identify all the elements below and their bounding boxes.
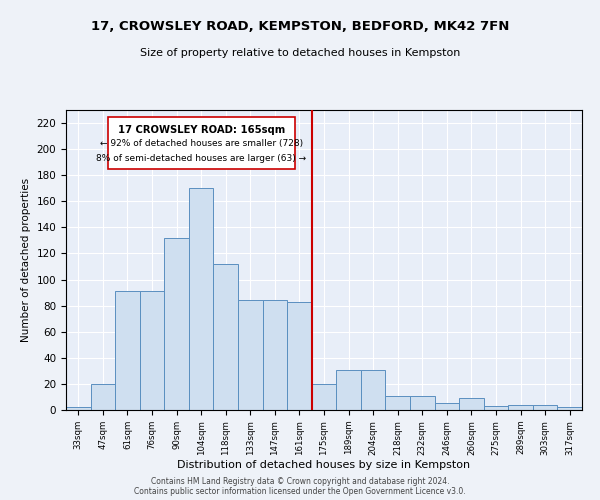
X-axis label: Distribution of detached houses by size in Kempston: Distribution of detached houses by size … [178,460,470,470]
Bar [108,116,295,168]
Bar [214,264,238,410]
Text: 17, CROWSLEY ROAD, KEMPSTON, BEDFORD, MK42 7FN: 17, CROWSLEY ROAD, KEMPSTON, BEDFORD, MK… [91,20,509,33]
Bar [238,300,263,410]
Bar [140,292,164,410]
Bar [508,405,533,410]
Bar [434,404,459,410]
Bar [189,188,214,410]
Text: ← 92% of detached houses are smaller (728): ← 92% of detached houses are smaller (72… [100,140,303,148]
Bar [287,302,312,410]
Bar [459,398,484,410]
Bar [484,406,508,410]
Text: Size of property relative to detached houses in Kempston: Size of property relative to detached ho… [140,48,460,58]
Text: 8% of semi-detached houses are larger (63) →: 8% of semi-detached houses are larger (6… [96,154,306,163]
Bar [361,370,385,410]
Bar [164,238,189,410]
Bar [263,300,287,410]
Text: Contains HM Land Registry data © Crown copyright and database right 2024.: Contains HM Land Registry data © Crown c… [151,477,449,486]
Bar [533,405,557,410]
Bar [385,396,410,410]
Bar [336,370,361,410]
Text: 17 CROWSLEY ROAD: 165sqm: 17 CROWSLEY ROAD: 165sqm [118,124,285,134]
Y-axis label: Number of detached properties: Number of detached properties [21,178,31,342]
Bar [115,292,140,410]
Bar [312,384,336,410]
Bar [66,408,91,410]
Bar [91,384,115,410]
Bar [410,396,434,410]
Bar [557,408,582,410]
Text: Contains public sector information licensed under the Open Government Licence v3: Contains public sector information licen… [134,487,466,496]
